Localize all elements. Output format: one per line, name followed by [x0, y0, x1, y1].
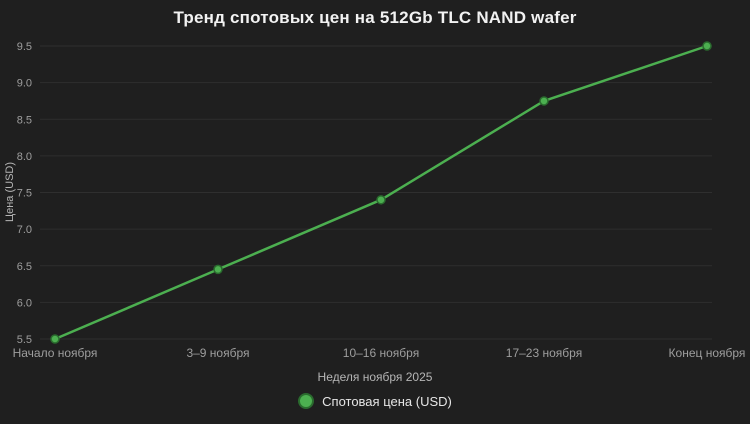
y-tick-label: 6.0: [17, 297, 32, 309]
data-point-marker[interactable]: [702, 41, 712, 51]
y-tick-label: 5.5: [17, 334, 32, 346]
x-axis-label: Неделя ноября 2025: [317, 370, 433, 384]
y-tick-label: 9.5: [17, 41, 32, 53]
y-tick-label: 8.5: [17, 114, 32, 126]
legend-series-label[interactable]: Спотовая цена (USD): [322, 393, 452, 409]
x-tick-label: 3–9 ноября: [186, 346, 249, 360]
y-tick-label: 8.0: [17, 151, 32, 163]
x-tick-label: Конец ноября: [669, 346, 746, 360]
x-tick-label: 17–23 ноября: [506, 346, 582, 360]
data-point-marker[interactable]: [50, 334, 60, 344]
data-point-marker[interactable]: [376, 195, 386, 205]
legend: Спотовая цена (USD): [0, 393, 750, 409]
y-tick-label: 7.5: [17, 188, 32, 200]
data-point-marker[interactable]: [213, 264, 223, 275]
data-point-marker[interactable]: [539, 96, 549, 106]
x-tick-label: 10–16 ноября: [343, 346, 419, 360]
x-tick-label: Начало ноября: [13, 346, 98, 360]
y-tick-label: 7.0: [17, 224, 32, 236]
y-tick-label: 9.0: [17, 78, 32, 90]
y-tick-label: 6.5: [17, 261, 32, 273]
legend-series-marker-icon[interactable]: [298, 393, 315, 409]
chart-title: Тренд спотовых цен на 512Gb TLC NAND waf…: [173, 8, 577, 27]
